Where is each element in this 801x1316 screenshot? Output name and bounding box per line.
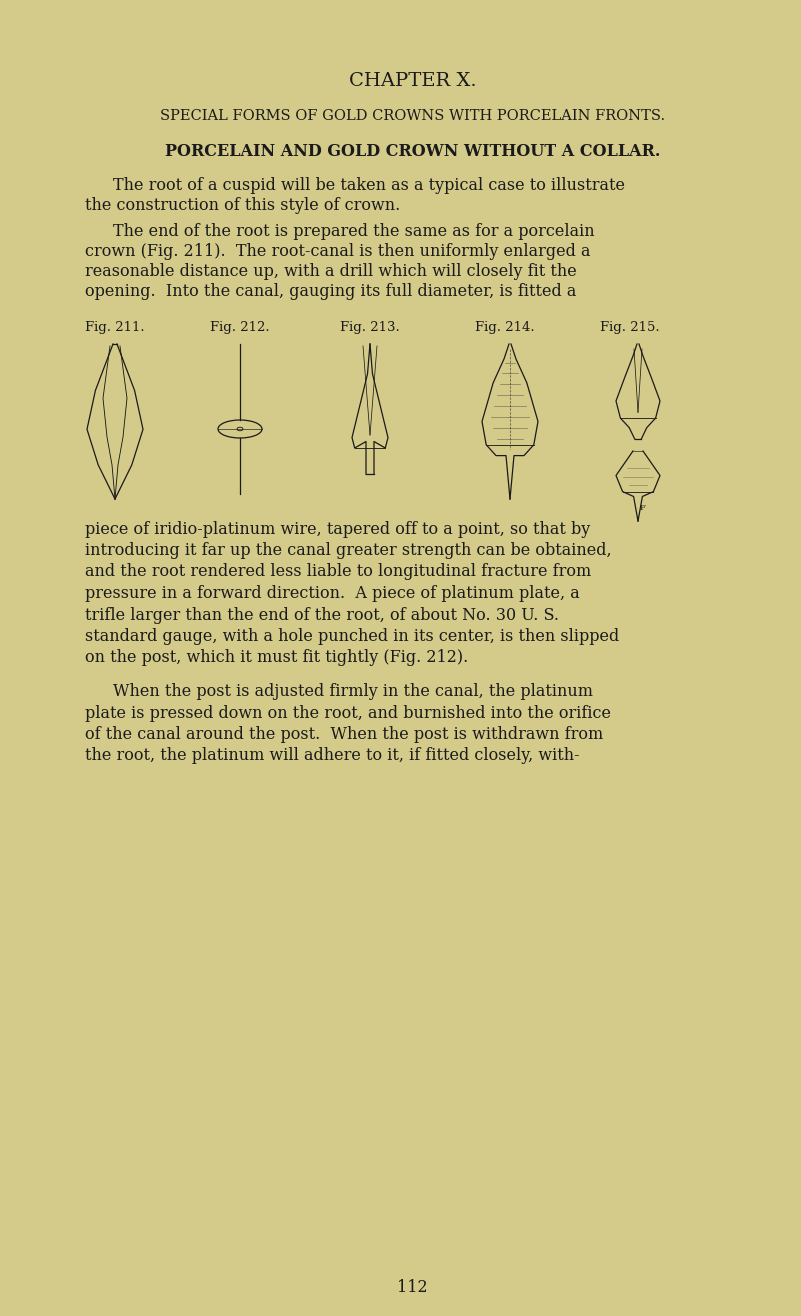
Text: Fig. 214.: Fig. 214. xyxy=(475,321,535,334)
Text: trifle larger than the end of the root, of about No. 30 U. S.: trifle larger than the end of the root, … xyxy=(85,607,559,624)
Text: Fig. 212.: Fig. 212. xyxy=(210,321,270,334)
Text: standard gauge, with a hole punched in its center, is then slipped: standard gauge, with a hole punched in i… xyxy=(85,628,619,645)
Text: Fig. 211.: Fig. 211. xyxy=(85,321,145,334)
Text: When the post is adjusted firmly in the canal, the platinum: When the post is adjusted firmly in the … xyxy=(113,683,593,700)
Text: PORCELAIN AND GOLD CROWN WITHOUT A COLLAR.: PORCELAIN AND GOLD CROWN WITHOUT A COLLA… xyxy=(165,142,660,159)
Text: CHAPTER X.: CHAPTER X. xyxy=(348,72,477,89)
Text: Fig. 213.: Fig. 213. xyxy=(340,321,400,334)
Text: Fig. 215.: Fig. 215. xyxy=(600,321,660,334)
Text: The end of the root is prepared the same as for a porcelain: The end of the root is prepared the same… xyxy=(113,222,594,240)
Text: reasonable distance up, with a drill which will closely fit the: reasonable distance up, with a drill whi… xyxy=(85,262,577,279)
Text: The root of a cuspid will be taken as a typical case to illustrate: The root of a cuspid will be taken as a … xyxy=(113,178,625,195)
Text: pressure in a forward direction.  A piece of platinum plate, a: pressure in a forward direction. A piece… xyxy=(85,586,580,601)
Text: crown (Fig. 211).  The root-canal is then uniformly enlarged a: crown (Fig. 211). The root-canal is then… xyxy=(85,242,590,259)
Text: introducing it far up the canal greater strength can be obtained,: introducing it far up the canal greater … xyxy=(85,542,612,559)
Text: SPECIAL FORMS OF GOLD CROWNS WITH PORCELAIN FRONTS.: SPECIAL FORMS OF GOLD CROWNS WITH PORCEL… xyxy=(160,109,665,122)
Text: opening.  Into the canal, gauging its full diameter, is fitted a: opening. Into the canal, gauging its ful… xyxy=(85,283,577,300)
Text: piece of iridio-platinum wire, tapered off to a point, so that by: piece of iridio-platinum wire, tapered o… xyxy=(85,521,590,537)
Text: F: F xyxy=(639,504,646,512)
Text: on the post, which it must fit tightly (Fig. 212).: on the post, which it must fit tightly (… xyxy=(85,650,469,666)
Text: of the canal around the post.  When the post is withdrawn from: of the canal around the post. When the p… xyxy=(85,726,603,744)
Text: the construction of this style of crown.: the construction of this style of crown. xyxy=(85,197,400,215)
Text: and the root rendered less liable to longitudinal fracture from: and the root rendered less liable to lon… xyxy=(85,563,591,580)
Text: the root, the platinum will adhere to it, if fitted closely, with-: the root, the platinum will adhere to it… xyxy=(85,747,580,765)
Text: plate is pressed down on the root, and burnished into the orifice: plate is pressed down on the root, and b… xyxy=(85,704,611,721)
Text: 112: 112 xyxy=(397,1279,428,1296)
